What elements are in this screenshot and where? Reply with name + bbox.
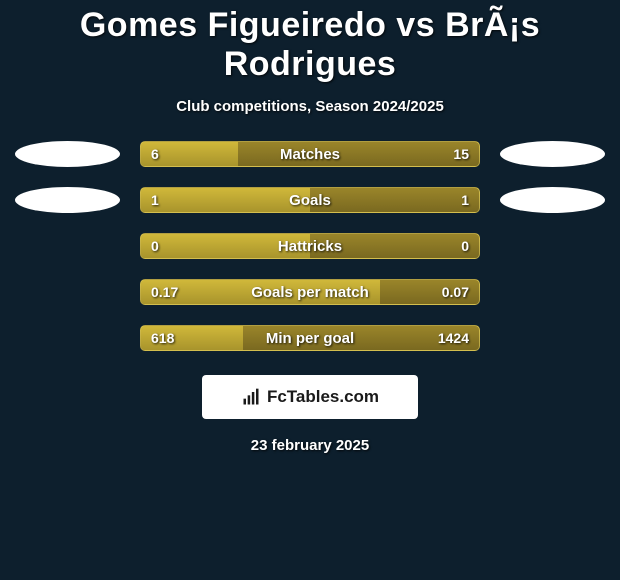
bar-chart-icon xyxy=(241,387,261,407)
stat-bar: 11Goals xyxy=(140,187,480,213)
stat-label: Matches xyxy=(141,142,479,166)
stat-label: Hattricks xyxy=(141,234,479,258)
player-right-ellipse xyxy=(500,187,605,213)
stat-label: Goals xyxy=(141,188,479,212)
stat-label: Min per goal xyxy=(141,326,479,350)
date-text: 23 february 2025 xyxy=(0,437,620,454)
stat-bar: 6181424Min per goal xyxy=(140,325,480,351)
stats-area: 615Matches 11Goals 00Hattricks 0.170.07Goal… xyxy=(0,141,620,351)
subtitle: Club competitions, Season 2024/2025 xyxy=(0,98,620,115)
stat-bar: 00Hattricks xyxy=(140,233,480,259)
stat-row: 00Hattricks xyxy=(0,233,620,259)
stat-label: Goals per match xyxy=(141,280,479,304)
stat-row: 0.170.07Goals per match xyxy=(0,279,620,305)
player-right-ellipse xyxy=(500,141,605,167)
page-title: Gomes Figueiredo vs BrÃ¡s Rodrigues xyxy=(0,6,620,84)
stat-row: 6181424Min per goal xyxy=(0,325,620,351)
stat-row: 615Matches xyxy=(0,141,620,167)
logo: FcTables.com xyxy=(241,387,379,407)
player-left-ellipse xyxy=(15,141,120,167)
stat-row: 11Goals xyxy=(0,187,620,213)
stat-bar: 0.170.07Goals per match xyxy=(140,279,480,305)
player-left-ellipse xyxy=(15,187,120,213)
stat-bar: 615Matches xyxy=(140,141,480,167)
logo-text: FcTables.com xyxy=(267,387,379,407)
logo-box: FcTables.com xyxy=(202,375,418,419)
